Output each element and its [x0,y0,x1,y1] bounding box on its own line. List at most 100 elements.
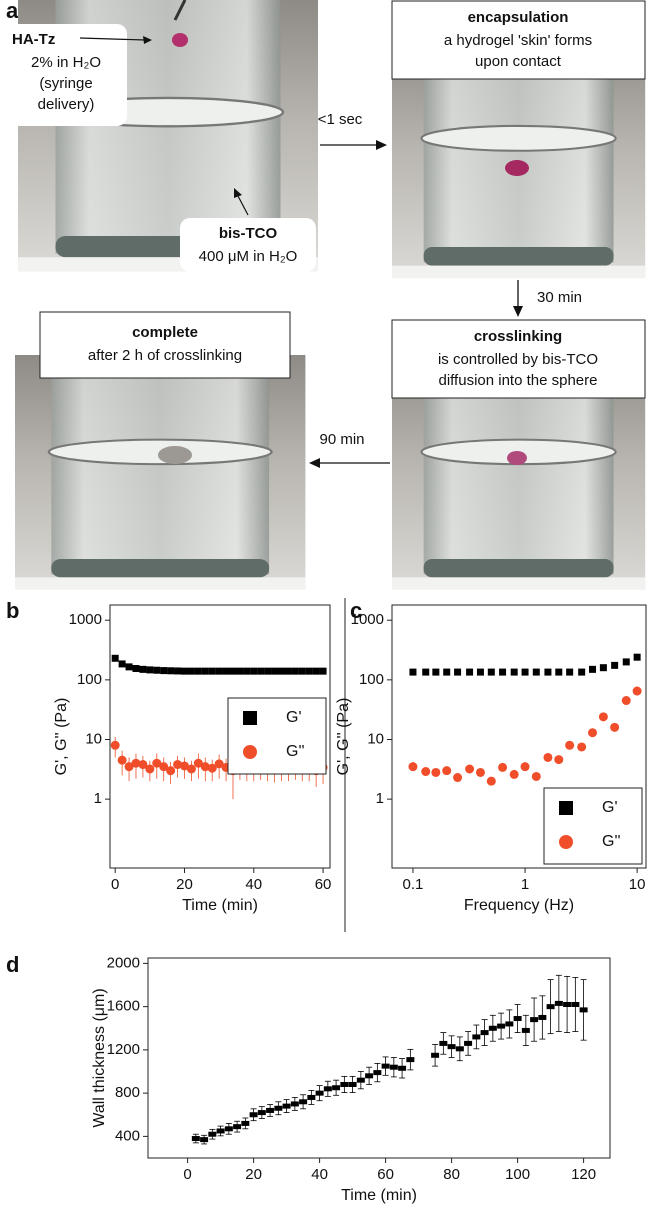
y-tick-label: 1600 [107,998,140,1015]
marker [487,668,495,676]
x-axis-label: Time (min) [341,1187,417,1204]
label-text: delivery) [38,96,95,113]
x-tick-label: 40 [245,876,262,893]
legend-label: G'' [286,743,305,760]
y-tick-label: 100 [359,671,384,688]
marker [241,1120,250,1126]
marker [513,1016,522,1022]
label-box [5,24,127,126]
marker [152,758,162,768]
marker [216,1128,225,1134]
step-box [391,0,646,80]
step-text: a hydrogel 'skin' forms [444,32,592,49]
marker [153,666,161,674]
label-text: 2% in H₂O [31,54,101,71]
marker [307,1094,316,1100]
marker [131,758,141,768]
step-box [391,319,646,399]
marker [282,1103,291,1109]
marker [465,764,475,774]
marker [118,660,126,668]
x-axis-label: Time (min) [182,897,258,914]
marker [510,668,518,676]
arrow-head [513,306,523,317]
legend-label: G' [602,799,618,816]
marker [566,668,574,676]
marker [373,1070,382,1076]
marker [319,667,327,675]
marker [538,1014,547,1020]
legend-label: G'' [602,833,621,850]
x-tick-label: 60 [315,876,332,893]
marker [312,667,320,675]
marker [554,1000,563,1006]
marker [447,1044,456,1050]
plot-frame [109,604,331,869]
step-text: diffusion into the sphere [438,372,597,389]
panel-label: c [350,598,362,623]
marker [214,759,224,769]
x-tick-label: 20 [245,1166,262,1183]
marker [222,667,230,675]
pointer-head [234,188,242,198]
marker [249,1112,258,1118]
y-tick-label: 10 [367,730,384,747]
marker [622,658,630,666]
marker [174,667,182,675]
marker [193,758,203,768]
marker [284,667,292,675]
marker [186,764,196,774]
marker [233,1124,242,1130]
marker [274,1105,283,1111]
marker [509,769,519,779]
marker [224,1126,233,1132]
legend-label: G' [286,709,302,726]
photo [390,353,647,591]
marker [332,1085,341,1091]
marker [563,1001,572,1007]
panel-label: d [6,952,19,977]
marker [544,668,552,676]
marker [229,667,237,675]
marker [305,667,313,675]
marker [486,776,496,786]
step-text: upon contact [475,53,562,70]
marker [264,667,272,675]
x-tick-label: 40 [311,1166,328,1183]
marker [110,740,120,750]
label-text: (syringe [39,75,92,92]
marker [422,668,430,676]
marker [530,1017,539,1023]
marker [398,1065,407,1071]
marker [475,767,485,777]
pointer-head [143,36,152,44]
x-tick-label: 80 [443,1166,460,1183]
marker [598,712,608,722]
marker [207,763,217,773]
step-text: is controlled by bis-TCO [438,351,598,368]
marker [443,668,451,676]
x-axis-label: Frequency (Hz) [464,897,574,914]
x-tick-label: 120 [571,1166,596,1183]
marker [298,667,306,675]
marker [589,665,597,673]
marker [166,766,176,776]
x-tick-label: 1 [521,876,529,893]
legend-marker [559,801,573,815]
label-title: bis-TCO [219,225,278,242]
marker [266,1107,275,1113]
marker [299,1099,308,1105]
marker [554,755,564,765]
marker [453,773,463,783]
marker [505,1021,514,1027]
y-tick-label: 100 [77,671,102,688]
step-box [39,311,291,379]
plot-frame [147,957,611,1159]
y-tick-label: 1000 [69,611,102,628]
marker [139,665,147,673]
marker [381,1063,390,1069]
marker [236,667,244,675]
marker [323,1086,332,1092]
marker [356,1077,365,1083]
marker [464,1040,473,1046]
